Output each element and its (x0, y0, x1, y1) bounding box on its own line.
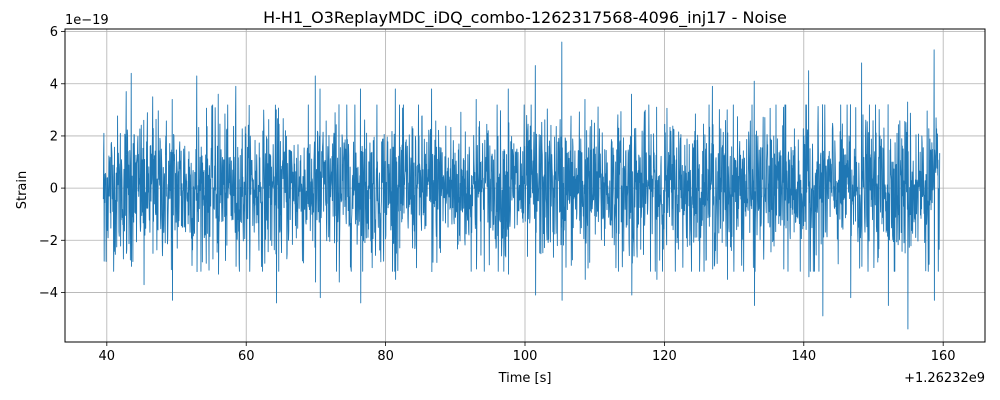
y-tick-label: 0 (50, 182, 58, 197)
ticks: 40 60 80 100 120 140 160 −4 −2 0 2 4 6 (39, 25, 956, 364)
x-axis-label: Time [s] (498, 371, 552, 386)
y-tick-label: −4 (39, 286, 58, 301)
y-tick-label: 4 (50, 77, 58, 92)
y-tick-label: 6 (50, 25, 58, 40)
x-tick-label: 80 (377, 349, 394, 364)
x-offset-label: +1.26232e9 (904, 371, 985, 386)
x-tick-label: 60 (238, 349, 255, 364)
y-tick-label: −2 (39, 234, 58, 249)
x-tick-label: 160 (931, 349, 956, 364)
y-tick-label: 2 (50, 129, 58, 144)
x-tick-label: 140 (791, 349, 816, 364)
x-tick-label: 100 (513, 349, 538, 364)
x-tick-label: 40 (99, 349, 116, 364)
y-axis-label: Strain (15, 171, 30, 210)
chart-title: H-H1_O3ReplayMDC_iDQ_combo-1262317568-40… (263, 8, 787, 28)
x-tick-label: 120 (652, 349, 677, 364)
strain-series (102, 41, 941, 330)
y-scale-offset-label: 1e−19 (65, 13, 109, 28)
strain-line (102, 41, 941, 330)
